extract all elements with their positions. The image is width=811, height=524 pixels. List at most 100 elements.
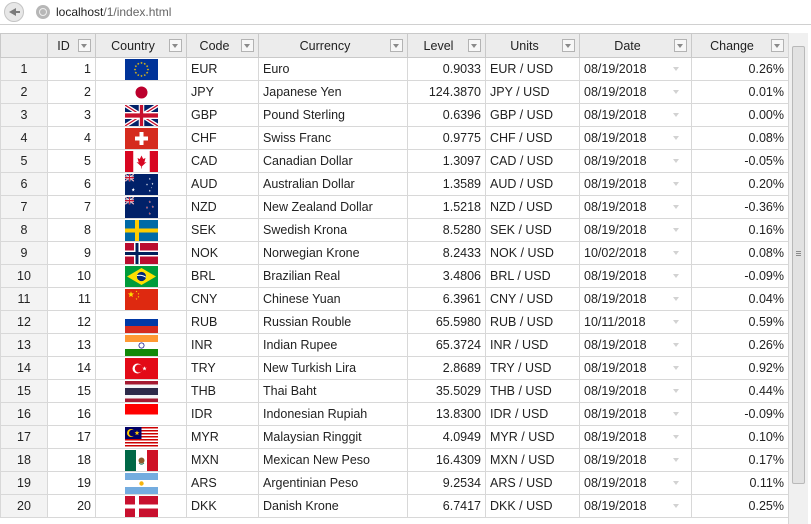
table-row[interactable]: 5 5 CAD Canadian Dollar 1.3097 CAD / USD 08/19… — [0, 149, 789, 173]
currency-cell[interactable]: Canadian Dollar — [258, 149, 408, 173]
date-cell[interactable]: 08/19/2018 — [579, 80, 692, 104]
level-cell[interactable]: 6.7417 — [407, 494, 486, 518]
level-cell[interactable]: 0.9775 — [407, 126, 486, 150]
date-cell[interactable]: 08/19/2018 — [579, 149, 692, 173]
currency-cell[interactable]: Swiss Franc — [258, 126, 408, 150]
currency-cell[interactable]: Thai Baht — [258, 379, 408, 403]
change-cell[interactable]: 0.59% — [691, 310, 789, 334]
table-row[interactable]: 20 20 DKK Danish Krone 6.7417 DKK / USD 08/19/… — [0, 494, 789, 518]
id-cell[interactable]: 3 — [47, 103, 96, 127]
country-cell[interactable] — [95, 218, 187, 242]
units-cell[interactable]: SEK / USD — [485, 218, 580, 242]
country-cell[interactable] — [95, 149, 187, 173]
currency-cell[interactable]: Indonesian Rupiah — [258, 402, 408, 426]
currency-cell[interactable]: Norwegian Krone — [258, 241, 408, 265]
column-header-change[interactable]: Change — [691, 33, 789, 58]
date-dropdown-icon[interactable] — [673, 343, 679, 347]
units-cell[interactable]: TRY / USD — [485, 356, 580, 380]
change-cell[interactable]: 0.04% — [691, 287, 789, 311]
country-cell[interactable] — [95, 425, 187, 449]
back-arrow-icon[interactable] — [4, 2, 24, 22]
date-cell[interactable]: 08/19/2018 — [579, 172, 692, 196]
country-cell[interactable] — [95, 126, 187, 150]
level-cell[interactable]: 2.8689 — [407, 356, 486, 380]
change-cell[interactable]: 0.17% — [691, 448, 789, 472]
level-cell[interactable]: 35.5029 — [407, 379, 486, 403]
change-cell[interactable]: 0.01% — [691, 80, 789, 104]
vertical-scrollbar[interactable] — [788, 33, 808, 524]
date-dropdown-icon[interactable] — [673, 228, 679, 232]
id-cell[interactable]: 9 — [47, 241, 96, 265]
level-cell[interactable]: 6.3961 — [407, 287, 486, 311]
country-cell[interactable] — [95, 195, 187, 219]
id-cell[interactable]: 15 — [47, 379, 96, 403]
code-cell[interactable]: IDR — [186, 402, 259, 426]
change-cell[interactable]: 0.08% — [691, 126, 789, 150]
change-cell[interactable]: 0.25% — [691, 494, 789, 518]
date-cell[interactable]: 08/19/2018 — [579, 494, 692, 518]
level-cell[interactable]: 8.2433 — [407, 241, 486, 265]
date-dropdown-icon[interactable] — [673, 435, 679, 439]
change-cell[interactable]: 0.44% — [691, 379, 789, 403]
date-cell[interactable]: 08/19/2018 — [579, 57, 692, 81]
date-dropdown-icon[interactable] — [673, 458, 679, 462]
change-cell[interactable]: -0.09% — [691, 264, 789, 288]
level-cell[interactable]: 124.3870 — [407, 80, 486, 104]
id-cell[interactable]: 5 — [47, 149, 96, 173]
code-cell[interactable]: DKK — [186, 494, 259, 518]
id-cell[interactable]: 7 — [47, 195, 96, 219]
country-cell[interactable] — [95, 57, 187, 81]
table-row[interactable]: 14 14 TRY New Turkish Lira 2.8689 TRY / USD 08… — [0, 356, 789, 380]
scrollbar-thumb[interactable] — [792, 46, 805, 484]
units-cell[interactable]: AUD / USD — [485, 172, 580, 196]
date-dropdown-icon[interactable] — [673, 504, 679, 508]
date-cell[interactable]: 10/11/2018 — [579, 310, 692, 334]
currency-cell[interactable]: Russian Rouble — [258, 310, 408, 334]
date-dropdown-icon[interactable] — [673, 274, 679, 278]
units-cell[interactable]: CHF / USD — [485, 126, 580, 150]
date-dropdown-icon[interactable] — [673, 481, 679, 485]
units-cell[interactable]: EUR / USD — [485, 57, 580, 81]
country-cell[interactable] — [95, 103, 187, 127]
units-cell[interactable]: MXN / USD — [485, 448, 580, 472]
filter-dropdown-icon[interactable] — [241, 39, 254, 52]
filter-dropdown-icon[interactable] — [771, 39, 784, 52]
country-cell[interactable] — [95, 379, 187, 403]
country-cell[interactable] — [95, 356, 187, 380]
change-cell[interactable]: 0.92% — [691, 356, 789, 380]
code-cell[interactable]: SEK — [186, 218, 259, 242]
change-cell[interactable]: 0.10% — [691, 425, 789, 449]
level-cell[interactable]: 0.6396 — [407, 103, 486, 127]
code-cell[interactable]: INR — [186, 333, 259, 357]
table-row[interactable]: 10 10 BRL Brazilian Real 3.4806 BRL / USD 08/1… — [0, 264, 789, 288]
currency-cell[interactable]: Brazilian Real — [258, 264, 408, 288]
units-cell[interactable]: NZD / USD — [485, 195, 580, 219]
table-row[interactable]: 12 12 RUB Russian Rouble 65.5980 RUB / USD 10/… — [0, 310, 789, 334]
id-cell[interactable]: 12 — [47, 310, 96, 334]
country-cell[interactable] — [95, 287, 187, 311]
code-cell[interactable]: JPY — [186, 80, 259, 104]
table-row[interactable]: 9 9 NOK Norwegian Krone 8.2433 NOK / USD 10/02… — [0, 241, 789, 265]
id-cell[interactable]: 11 — [47, 287, 96, 311]
date-cell[interactable]: 08/19/2018 — [579, 333, 692, 357]
units-cell[interactable]: CAD / USD — [485, 149, 580, 173]
units-cell[interactable]: DKK / USD — [485, 494, 580, 518]
currency-cell[interactable]: Pound Sterling — [258, 103, 408, 127]
id-cell[interactable]: 16 — [47, 402, 96, 426]
currency-cell[interactable]: Argentinian Peso — [258, 471, 408, 495]
date-cell[interactable]: 08/19/2018 — [579, 356, 692, 380]
units-cell[interactable]: NOK / USD — [485, 241, 580, 265]
code-cell[interactable]: RUB — [186, 310, 259, 334]
change-cell[interactable]: 0.26% — [691, 57, 789, 81]
change-cell[interactable]: 0.11% — [691, 471, 789, 495]
currency-cell[interactable]: Australian Dollar — [258, 172, 408, 196]
id-cell[interactable]: 4 — [47, 126, 96, 150]
date-cell[interactable]: 08/19/2018 — [579, 402, 692, 426]
id-cell[interactable]: 2 — [47, 80, 96, 104]
level-cell[interactable]: 16.4309 — [407, 448, 486, 472]
units-cell[interactable]: CNY / USD — [485, 287, 580, 311]
table-row[interactable]: 3 3 GBP Pound Sterling 0.6396 GBP / USD 08/19/… — [0, 103, 789, 127]
id-cell[interactable]: 10 — [47, 264, 96, 288]
units-cell[interactable]: THB / USD — [485, 379, 580, 403]
change-cell[interactable]: -0.09% — [691, 402, 789, 426]
